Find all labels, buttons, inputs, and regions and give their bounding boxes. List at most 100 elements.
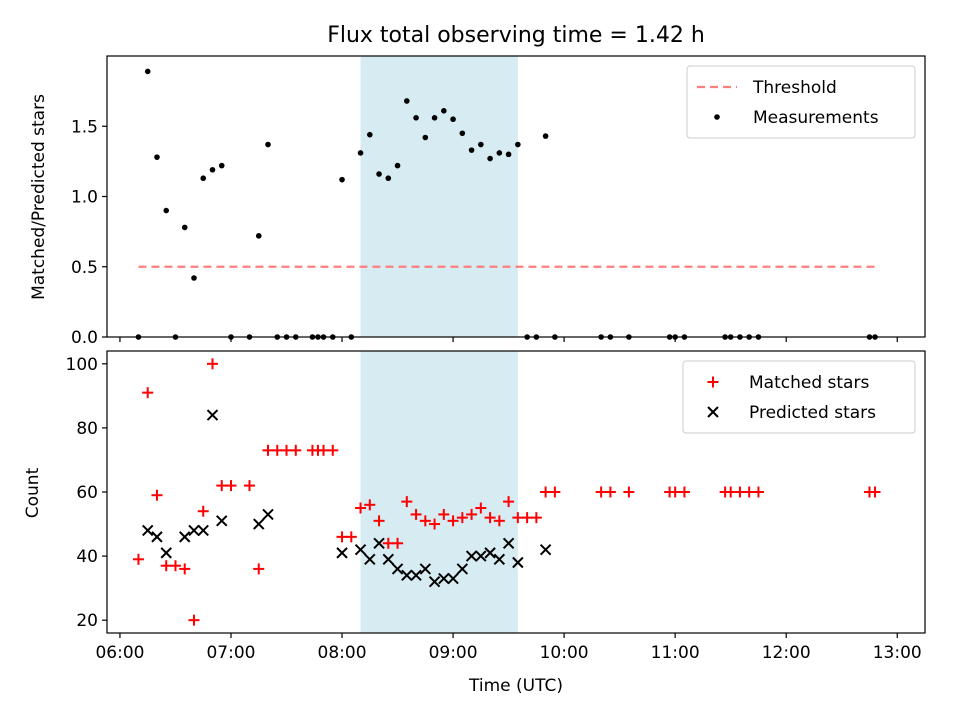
x-tick-label: 09:00 — [429, 643, 478, 663]
top-y-axis-label: Matched/Predicted stars — [29, 94, 49, 300]
legend-label: Measurements — [753, 108, 879, 128]
matched-stars-point — [132, 553, 144, 565]
matched-stars-point — [530, 512, 542, 524]
bottom-shaded-region — [360, 351, 518, 633]
measurement-point — [163, 207, 170, 214]
matched-stars-point — [364, 499, 376, 511]
matched-stars-point — [160, 560, 172, 572]
measurement-point — [154, 154, 160, 160]
matched-stars-point — [327, 444, 339, 456]
matched-stars-point — [244, 480, 256, 492]
measurement-point — [200, 175, 207, 182]
matched-stars-point — [392, 537, 404, 549]
matched-stars-point — [410, 508, 422, 520]
predicted-stars-point — [456, 563, 469, 575]
top-y-tick-label: 0.0 — [71, 328, 98, 348]
measurement-point — [413, 115, 419, 121]
measurement-point — [255, 233, 262, 239]
predicted-stars-point — [373, 537, 385, 549]
matched-stars-point — [355, 502, 367, 514]
predicted-stars-point — [539, 543, 552, 556]
matched-stars-point — [752, 486, 764, 498]
matched-stars-point — [456, 512, 468, 524]
measurement-point — [515, 141, 521, 148]
measurement-point — [441, 107, 447, 114]
matched-stars-point — [169, 560, 181, 572]
legend-label: Predicted stars — [749, 403, 876, 423]
legend-measurements-swatch — [714, 114, 720, 120]
measurement-point — [181, 224, 188, 231]
matched-stars-point — [429, 518, 441, 530]
matched-stars-point — [336, 531, 348, 543]
x-axis-label: Time (UTC) — [468, 676, 563, 696]
top-y-tick-label: 0.5 — [71, 258, 98, 278]
measurement-point — [542, 133, 549, 139]
bottom-panel: 20 40 60 80 100 06:00 07:00 08:00 09:00 10:00 11:0… — [66, 350, 926, 663]
predicted-stars-point — [502, 537, 515, 549]
measurement-point — [404, 98, 410, 104]
x-tick-label: 13:00 — [873, 643, 922, 663]
measurement-point — [339, 176, 345, 183]
matched-stars-point — [271, 444, 283, 456]
matched-stars-point — [281, 444, 293, 456]
predicted-stars-point — [151, 531, 163, 543]
matched-stars-point — [253, 563, 265, 575]
matched-stars-point — [188, 614, 200, 626]
matched-stars-point — [447, 515, 459, 527]
matched-stars-point — [475, 502, 487, 514]
predicted-stars-point — [262, 508, 274, 521]
top-y-tick-label: 1.0 — [71, 188, 98, 208]
predicted-stars-point — [512, 556, 524, 569]
x-tick-label: 12:00 — [762, 643, 811, 663]
top-shaded-region — [360, 56, 518, 337]
x-tick-label: 06:00 — [95, 643, 144, 663]
bottom-y-tick-label: 20 — [76, 611, 98, 631]
predicted-stars-point — [354, 543, 367, 556]
top-panel: 0.0 0.5 1.0 1.5 Threshold Measurements — [71, 55, 926, 348]
predicted-stars-point — [419, 563, 432, 575]
matched-stars-point — [725, 486, 737, 498]
matched-stars-point — [493, 515, 505, 527]
x-tick-label: 11:00 — [651, 643, 700, 663]
matched-stars-point — [151, 489, 163, 501]
measurement-point — [144, 68, 151, 75]
measurement-point — [487, 155, 493, 162]
bottom-y-axis-label: Count — [23, 467, 43, 518]
matched-stars-point — [206, 358, 218, 370]
measurement-point — [450, 116, 456, 123]
predicted-stars-point — [179, 531, 191, 543]
predicted-stars-point — [142, 524, 154, 537]
predicted-stars-point — [197, 524, 209, 537]
measurement-point — [385, 175, 392, 182]
predicted-stars-point — [410, 569, 422, 582]
measurement-point — [431, 115, 438, 121]
predicted-stars-point — [475, 550, 487, 562]
legend-label: Threshold — [752, 78, 837, 98]
matched-stars-point — [540, 486, 552, 498]
measurement-point — [376, 171, 382, 177]
matched-stars-point — [869, 486, 881, 498]
predicted-stars-point — [401, 569, 413, 582]
bottom-legend: Matched stars Predicted stars — [682, 360, 916, 434]
matched-stars-point — [225, 480, 237, 492]
predicted-stars-point — [428, 576, 441, 588]
measurement-point — [496, 150, 503, 156]
measurement-point — [366, 131, 373, 138]
predicted-stars-point — [160, 547, 172, 559]
bottom-y-tick-label: 100 — [66, 355, 98, 375]
predicted-stars-point — [391, 563, 404, 575]
matched-stars-point — [503, 496, 515, 508]
x-tick-label: 07:00 — [206, 643, 255, 663]
bottom-y-tick-label: 60 — [76, 483, 98, 503]
matched-stars-point — [216, 480, 228, 492]
predicted-stars-point — [336, 547, 348, 559]
matched-stars-point — [142, 387, 154, 399]
matched-stars-point — [678, 486, 690, 498]
matched-stars-point — [623, 486, 635, 498]
measurement-point — [505, 151, 512, 158]
measurement-point — [265, 141, 271, 148]
legend-predicted-stars-swatch — [707, 406, 719, 418]
matched-stars-point — [318, 444, 330, 456]
top-legend: Threshold Measurements — [686, 65, 916, 139]
